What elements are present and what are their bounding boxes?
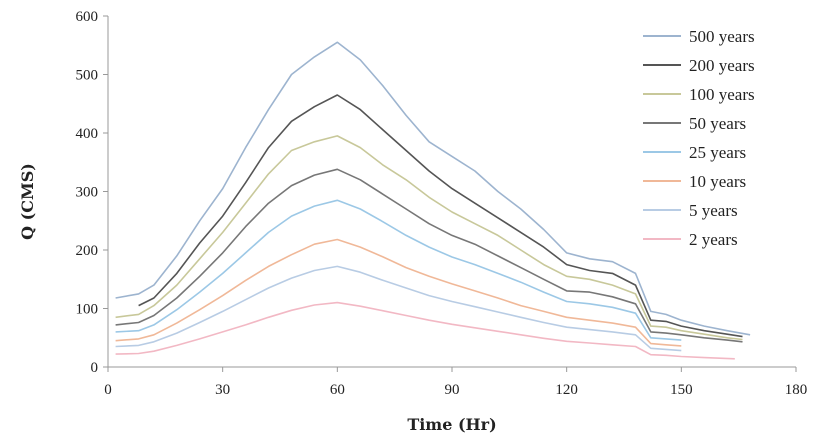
x-tick-label: 120 bbox=[555, 382, 578, 398]
x-tick-label: 30 bbox=[215, 382, 230, 398]
series-line-2-years bbox=[115, 301, 735, 360]
y-axis-title: Q (CMS) bbox=[18, 163, 37, 240]
legend-label: 200 years bbox=[689, 56, 755, 75]
y-tick-label: 400 bbox=[76, 126, 99, 142]
x-tick-label: 0 bbox=[104, 382, 112, 398]
y-tick-label: 100 bbox=[76, 302, 99, 318]
series-line-5-years bbox=[115, 265, 682, 352]
legend: 500 years 200 years 100 years 50 years 25 ye… bbox=[643, 27, 755, 249]
series-line-25-years bbox=[115, 199, 682, 341]
y-tick-label: 300 bbox=[76, 185, 99, 201]
x-tick-label: 60 bbox=[330, 382, 345, 398]
series-line-200-years bbox=[138, 94, 743, 338]
x-tick-label: 150 bbox=[670, 382, 693, 398]
x-tick-label: 90 bbox=[445, 382, 460, 398]
legend-label: 100 years bbox=[689, 85, 755, 104]
y-tick-label: 500 bbox=[76, 68, 99, 84]
legend-label: 50 years bbox=[689, 114, 746, 133]
legend-label: 5 years bbox=[689, 201, 738, 220]
y-tick-label: 600 bbox=[76, 9, 99, 25]
legend-label: 2 years bbox=[689, 230, 738, 249]
legend-label: 25 years bbox=[689, 143, 746, 162]
legend-label: 500 years bbox=[689, 27, 755, 46]
series-line-100-years bbox=[115, 135, 743, 341]
x-axis-title: Time (Hr) bbox=[407, 415, 496, 434]
legend-label: 10 years bbox=[689, 172, 746, 191]
y-tick-label: 0 bbox=[91, 360, 99, 376]
series-line-500-years bbox=[115, 41, 751, 336]
x-tick-label: 180 bbox=[785, 382, 808, 398]
y-tick-label: 200 bbox=[76, 243, 99, 259]
series-line-10-years bbox=[115, 238, 682, 347]
x-tick-labels: 0 30 60 90 120 150 180 bbox=[104, 367, 807, 398]
series-line-50-years bbox=[115, 168, 743, 343]
y-tick-labels: 0 100 200 300 400 500 600 bbox=[76, 9, 108, 376]
series-layer bbox=[115, 41, 751, 360]
